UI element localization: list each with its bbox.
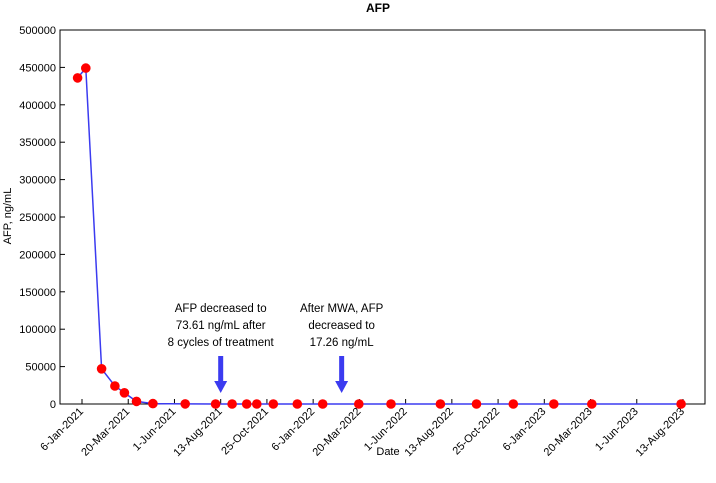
y-axis: 0 50000 100000 150000 200000 250000 300000 3500… [19,25,65,411]
arrow-icon [335,381,349,393]
annotation-text: 17.26 ng/mL [310,337,375,349]
arrow-icon [218,356,224,382]
data-point [148,398,158,409]
x-axis-title: Date [376,446,399,458]
annotation-text: 73.61 ng/mL after [176,320,266,332]
x-tick-label: 6-Jan-2023 [501,406,549,454]
x-tick-label: 20-Mar-2023 [542,406,595,459]
y-tick-label: 400000 [19,100,56,112]
data-point [435,399,446,409]
y-axis-title: AFP, ng/mL [2,188,14,245]
x-tick-label: 6-Jan-2021 [38,406,86,454]
annotation-layer: AFP decreased to 73.61 ng/mL after 8 cycle… [168,303,384,393]
data-point [587,399,597,409]
data-point [251,399,262,409]
data-point [96,364,107,374]
data-point [354,399,364,409]
data-point [471,399,482,409]
data-point [81,63,91,73]
x-tick-label: 13-Aug-2023 [634,406,687,459]
y-tick-label: 500000 [19,25,56,37]
x-tick-label: 25-Oct-2021 [219,406,271,458]
data-point [549,399,559,409]
data-point [508,399,519,409]
data-point [268,399,279,409]
arrow-icon [339,356,345,382]
annotation-text: decreased to [308,320,375,332]
x-tick-label: 13-Aug-2021 [171,406,224,459]
y-tick-label: 450000 [19,62,56,74]
y-tick-label: 200000 [19,249,56,261]
x-tick-label: 25-Oct-2022 [450,406,502,458]
annotation-text: AFP decreased to [175,303,267,315]
x-tick-label: 13-Aug-2022 [403,406,456,459]
annotation-text: After MWA, AFP [300,303,384,315]
data-point [119,388,130,398]
y-tick-label: 50000 [25,362,56,374]
x-tick-label: 20-Mar-2021 [79,406,132,459]
x-tick-label: 1-Jun-2023 [593,406,641,454]
y-tick-label: 100000 [19,324,56,336]
arrow-icon [214,381,228,393]
data-point [131,396,142,407]
y-tick-label: 150000 [19,287,56,299]
data-point [317,399,328,409]
series-layer [72,63,686,409]
x-tick-label: 1-Jun-2021 [131,406,179,454]
data-point [180,399,190,409]
data-point [210,399,221,409]
y-tick-label: 0 [50,399,56,411]
annotation-text: 8 cycles of treatment [168,337,275,349]
chart-title: AFP [366,1,390,15]
series-line [77,66,682,405]
y-tick-label: 250000 [19,212,56,224]
data-point [227,399,237,409]
data-point [241,399,252,409]
data-point [386,399,396,409]
plot-frame [59,29,706,405]
data-point [72,73,83,83]
x-tick-label: 6-Jan-2022 [269,406,317,454]
data-point [292,399,303,409]
data-point [676,399,686,409]
y-tick-label: 300000 [19,175,56,187]
y-tick-label: 350000 [19,137,56,149]
x-tick-label: 20-Mar-2022 [310,406,363,459]
data-point [110,381,120,391]
